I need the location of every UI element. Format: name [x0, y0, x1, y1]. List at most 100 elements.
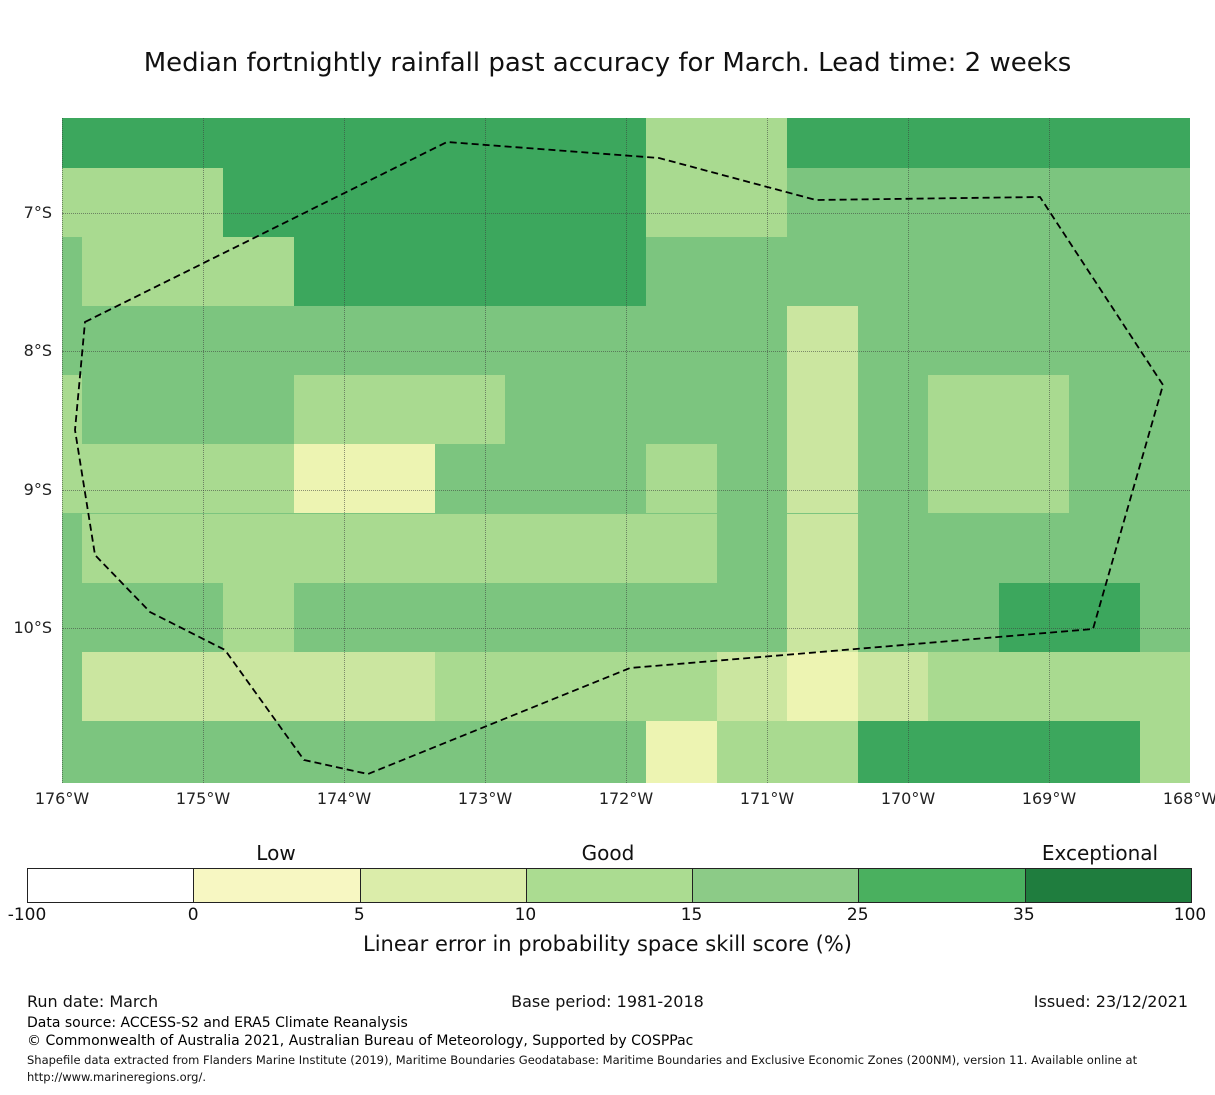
colorbar-category-label: Low — [256, 841, 296, 865]
colorbar-tick-label: 5 — [353, 905, 365, 925]
map-cell — [152, 236, 223, 306]
map-cell — [505, 305, 576, 376]
map-cell — [434, 582, 505, 652]
map-cell — [928, 582, 999, 652]
map-cell — [62, 236, 82, 306]
map-cell — [62, 651, 82, 722]
map-cell — [223, 236, 294, 306]
map-cell — [857, 236, 928, 306]
map-cell — [646, 375, 717, 445]
heatmap-plot-area — [62, 118, 1190, 783]
map-cell — [223, 167, 294, 237]
map-cell — [575, 236, 646, 306]
map-cell — [82, 375, 153, 445]
colorbar-segment — [28, 869, 195, 902]
map-cell — [293, 375, 364, 445]
map-cell — [1069, 721, 1140, 783]
map-cell — [787, 513, 858, 583]
map-cell — [223, 513, 294, 583]
copyright-text: © Commonwealth of Australia 2021, Austra… — [27, 1033, 694, 1049]
map-cell — [646, 582, 717, 652]
map-cell — [434, 513, 505, 583]
map-cell — [505, 582, 576, 652]
map-cell — [857, 513, 928, 583]
map-cell — [62, 513, 82, 583]
map-cell — [787, 582, 858, 652]
y-tick-label: 8°S — [23, 341, 52, 361]
colorbar-tick-label: 15 — [680, 905, 703, 925]
map-cell — [1069, 167, 1140, 237]
y-tick-label: 7°S — [23, 203, 52, 222]
map-cell — [62, 305, 82, 376]
map-cell — [434, 236, 505, 306]
issued-date-text: Issued: 23/12/2021 — [1033, 992, 1188, 1011]
map-cell — [857, 305, 928, 376]
colorbar-tick-label: -100 — [7, 905, 47, 925]
map-cell — [1139, 118, 1190, 168]
map-cell — [928, 651, 999, 722]
shapefile-attribution-text: Shapefile data extracted from Flanders M… — [27, 1053, 1138, 1084]
longitude-gridline — [203, 118, 204, 783]
map-cell — [646, 651, 717, 722]
map-cell — [293, 305, 364, 376]
longitude-gridline — [626, 118, 627, 783]
map-cell — [1139, 582, 1190, 652]
map-cell — [364, 513, 435, 583]
map-cell — [716, 236, 787, 306]
map-cell — [293, 118, 364, 168]
map-cell — [1139, 305, 1190, 376]
map-cell — [928, 236, 999, 306]
colorbar-caption: Linear error in probability space skill … — [363, 932, 852, 956]
map-cell — [716, 721, 787, 783]
x-tick-label: 173°W — [457, 789, 513, 808]
y-tick-label: 9°S — [23, 479, 52, 499]
map-cell — [1139, 721, 1190, 783]
colorbar-segment — [526, 869, 694, 902]
map-cell — [364, 236, 435, 306]
colorbar-tick-label: 25 — [846, 905, 869, 925]
map-cell — [434, 375, 505, 445]
latitude-gridline — [62, 351, 1190, 353]
colorbar-segment — [194, 869, 361, 902]
x-tick-label: 168°W — [1162, 789, 1215, 808]
latitude-gridline — [62, 213, 1190, 214]
map-cell — [364, 305, 435, 376]
map-cell — [152, 118, 223, 168]
map-cell — [998, 118, 1069, 168]
map-cell — [364, 651, 435, 722]
map-cell — [998, 305, 1069, 376]
map-cell — [575, 721, 646, 783]
base-period-text: Base period: 1981-2018 — [511, 992, 704, 1011]
map-cell — [646, 721, 717, 783]
map-cell — [505, 651, 576, 722]
map-cell — [1069, 513, 1140, 583]
map-cell — [293, 582, 364, 652]
map-cell — [505, 375, 576, 445]
map-cell — [62, 167, 82, 237]
map-cell — [646, 444, 717, 514]
map-cell — [82, 721, 153, 783]
x-tick-label: 174°W — [316, 789, 372, 808]
map-cell — [62, 118, 82, 168]
map-cell — [575, 582, 646, 652]
map-cell — [1069, 582, 1140, 652]
map-cell — [1069, 651, 1140, 722]
map-cell — [787, 167, 858, 237]
map-cell — [82, 513, 153, 583]
colorbar-segment — [360, 869, 527, 902]
map-cell — [364, 444, 435, 514]
map-cell — [293, 167, 364, 237]
map-cell — [223, 305, 294, 376]
map-cell — [152, 375, 223, 445]
map-cell — [787, 375, 858, 445]
page-title: Median fortnightly rainfall past accurac… — [143, 48, 1072, 78]
map-cell — [62, 444, 82, 514]
run-date-text: Run date: March — [27, 992, 159, 1011]
map-cell — [998, 721, 1069, 783]
latitude-gridline — [62, 489, 1190, 491]
map-cell — [857, 721, 928, 783]
x-tick-label: 172°W — [598, 789, 654, 808]
colorbar-tick-label: 10 — [514, 905, 537, 925]
map-cell — [1069, 444, 1140, 514]
map-cell — [998, 167, 1069, 237]
